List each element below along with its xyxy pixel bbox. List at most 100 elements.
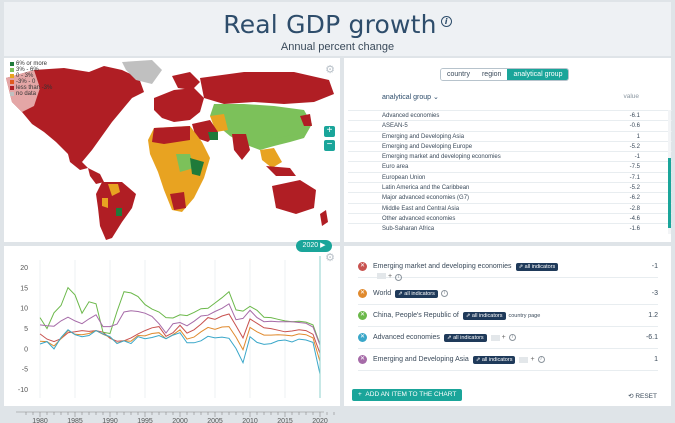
series-name[interactable]: China, People's Republic of [373,312,459,319]
list-item[interactable]: Euro area -7.5 [348,161,672,171]
list-item[interactable]: European Union -7.1 [348,171,672,182]
series-value: -6.1 [645,334,658,341]
indonesia[interactable] [266,166,296,176]
info-icon[interactable]: i [440,290,448,297]
toggle-box[interactable] [519,356,529,363]
toggle-box[interactable] [490,334,500,341]
info-icon[interactable]: i [537,356,545,363]
group-dropdown[interactable]: analytical group ⌄ [382,94,439,101]
list-item[interactable]: Emerging and Developing Asia 1 [348,130,672,141]
tab-analytical-group[interactable]: analytical group [507,69,569,80]
all-indicators-badge[interactable]: ⇗ all indicators [515,262,559,271]
all-indicators-badge[interactable]: ⇗ all indicators [472,355,516,364]
list-item[interactable]: Other advanced economies -4.6 [348,212,672,223]
y-tick-label: -5 [22,367,28,374]
list-item-name: Middle East and Central Asia [382,205,460,212]
legend-item: -3% - 0 [10,79,52,85]
series-name[interactable]: Emerging and Developing Asia [373,356,469,363]
remove-series-icon[interactable]: ✕ [358,333,367,342]
toggle-box[interactable] [377,273,386,280]
list-item[interactable]: Middle East and Central Asia -2.8 [348,202,672,213]
tab-region[interactable]: region [475,69,508,80]
zoom-in-button[interactable]: + [324,126,335,137]
list-item[interactable]: Sub-Saharan Africa -1.6 [348,223,672,233]
y-tick-label: 20 [20,265,28,272]
series-name[interactable]: Advanced economies [373,334,440,341]
series-line [39,286,321,345]
list-item[interactable]: Major advanced economies (G7) -6.2 [348,192,672,202]
series-name[interactable]: World [373,290,392,297]
country-page-link[interactable]: country page [508,312,541,319]
x-tick-label: 2020 [312,418,328,423]
remove-series-icon[interactable]: ✕ [358,355,367,364]
japan[interactable] [300,114,312,126]
scandinavia[interactable] [172,72,200,90]
southeast-asia[interactable] [260,148,282,168]
list-item-name: Latin America and the Caribbean [382,185,470,192]
plus-icon[interactable]: + [501,334,506,341]
all-indicators-badge[interactable]: ⇗ all indicators [443,333,487,342]
legend-label: 3% - 6% [16,67,39,73]
tab-country[interactable]: country [441,69,476,80]
africa[interactable] [148,126,210,212]
list-item[interactable]: Advanced economies -6.1 [348,110,672,120]
list-item-name: ASEAN-5 [382,123,408,130]
line-chart[interactable]: -10 -5 0 5 10 15 20 1980 1985 1990 1995 2000 2005 201… [4,246,340,423]
world-map[interactable] [4,58,340,242]
colombia[interactable] [108,184,120,196]
list-item[interactable]: Latin America and the Caribbean -5.2 [348,182,672,192]
plus-icon[interactable]: + [388,273,393,280]
china[interactable] [254,110,300,138]
x-tick-label: 2010 [242,418,258,423]
russia[interactable] [200,72,334,104]
info-icon[interactable]: i [395,274,403,281]
list-item[interactable]: ASEAN-5 -0.6 [348,120,672,130]
list-item[interactable]: Emerging market and developing economies… [348,151,672,161]
mexico[interactable] [66,146,88,170]
info-icon[interactable]: i [440,15,452,27]
badge-icon: ⇗ [465,312,471,319]
series-panel: ✕ Emerging market and developing economi… [344,246,671,406]
arabia-green[interactable] [208,132,218,140]
zoom-out-button[interactable]: − [324,140,335,151]
info-icon[interactable]: i [508,334,516,341]
list-item-value: -4.6 [629,215,640,222]
list-scrollbar-thumb[interactable] [668,158,671,228]
reset-button[interactable]: ⟲ RESET [628,393,657,400]
peru[interactable] [102,198,108,208]
europe[interactable] [154,88,204,122]
greenland[interactable] [122,60,162,84]
east-africa[interactable] [190,158,204,176]
paraguay[interactable] [116,208,122,216]
x-tick-label: 1990 [102,418,118,423]
legend-item: no data [10,91,52,97]
india[interactable] [232,134,250,160]
australia[interactable] [272,180,316,214]
alaska[interactable] [6,70,40,112]
series-value: 1 [654,356,658,363]
map-settings-gear-icon[interactable]: ⚙ [325,64,335,76]
chart-settings-gear-icon[interactable]: ⚙ [325,252,335,264]
all-indicators-badge[interactable]: ⇗ all indicators [395,289,438,298]
series-line [39,329,321,375]
central-america[interactable] [88,168,104,184]
plus-icon[interactable]: + [530,356,535,363]
badge-label: all indicators [481,356,513,363]
north-africa[interactable] [152,126,190,144]
remove-series-icon[interactable]: ✕ [358,311,367,320]
central-africa[interactable] [176,154,194,172]
remove-series-icon[interactable]: ✕ [358,262,367,271]
new-zealand[interactable] [320,210,328,226]
south-africa[interactable] [170,192,186,210]
add-item-label: ADD AN ITEM TO THE CHART [365,391,457,398]
north-america[interactable] [6,66,144,162]
y-tick-label: 15 [20,285,28,292]
line-chart-panel: -10 -5 0 5 10 15 20 1980 1985 1990 1995 2000 2005 201… [4,246,340,423]
list-item-name: Other advanced economies [382,215,456,222]
add-item-button[interactable]: + ADD AN ITEM TO THE CHART [352,389,463,401]
list-item[interactable]: Emerging and Developing Europe -5.2 [348,140,672,151]
year-play-button[interactable]: 2020 ▶ [296,240,332,252]
series-name[interactable]: Emerging market and developing economies [373,263,512,270]
all-indicators-badge[interactable]: ⇗ all indicators [462,311,506,320]
remove-series-icon[interactable]: ✕ [358,289,367,298]
